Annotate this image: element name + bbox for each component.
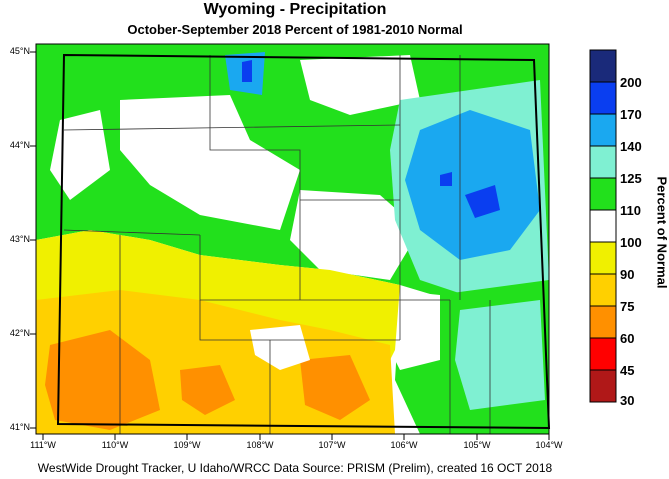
- orange-south-patch: [300, 355, 370, 420]
- colorbar-label-170: 170: [620, 107, 642, 122]
- lon-label-105: 105°W: [463, 440, 491, 450]
- map-subtitle: October-September 2018 Percent of 1981-2…: [127, 22, 463, 37]
- colorbar-swatch: [589, 241, 617, 275]
- white-northeast-patch: [300, 55, 420, 115]
- orange-center-patch: [180, 365, 235, 415]
- colorbar-swatch: [589, 305, 617, 339]
- colorbar-swatch: [589, 177, 617, 211]
- blue-spot-east2: [440, 172, 452, 186]
- lat-label-44: 44°N: [9, 140, 30, 150]
- colorbar-label-45: 45: [620, 363, 635, 378]
- colorbar-swatch: [589, 113, 617, 147]
- blue-spot-north: [242, 60, 252, 82]
- cyan-northeast-region: [405, 110, 540, 260]
- colorbar-label-75: 75: [620, 299, 635, 314]
- colorbar-label-30: 30: [620, 393, 635, 408]
- map-title: Wyoming - Precipitation: [203, 1, 387, 18]
- white-central-patch: [290, 190, 420, 280]
- colorbar-label-110: 110: [620, 203, 641, 218]
- colorbar-title: Percent of Normal: [654, 176, 669, 289]
- lat-label-43: 43°N: [9, 234, 30, 244]
- lon-ticks: [42, 434, 550, 440]
- white-west-patch: [50, 110, 110, 200]
- colorbar-swatch: [589, 49, 617, 83]
- plot-frame: [35, 43, 550, 435]
- lat-ticks: [30, 51, 36, 429]
- colorbar-label-100: 100: [620, 235, 642, 250]
- colorbar-swatch: [589, 369, 617, 403]
- orange-southwest-region: [45, 330, 160, 430]
- colorbar-swatch: [589, 209, 617, 243]
- colorbar: [589, 49, 617, 403]
- colorbar-swatch: [589, 145, 617, 179]
- teal-southeast-patch: [455, 300, 545, 410]
- colorbar-swatch: [589, 337, 617, 371]
- colorbar-swatch: [589, 81, 617, 115]
- lat-label-41: 41°N: [9, 422, 30, 432]
- colorbar-label-125: 125: [620, 171, 642, 186]
- lon-label-107: 107°W: [318, 440, 346, 450]
- lon-label-110: 110°W: [101, 440, 129, 450]
- lon-label-108: 108°W: [246, 440, 274, 450]
- white-southwest-patch: [250, 325, 310, 370]
- county-boundaries: [63, 55, 491, 434]
- colorbar-label-90: 90: [620, 267, 635, 282]
- lon-label-106: 106°W: [390, 440, 418, 450]
- lon-label-104: 104°W: [535, 440, 563, 450]
- colorbar-swatch: [589, 273, 617, 307]
- lon-label-111: 111°W: [30, 440, 56, 450]
- colorbar-label-60: 60: [620, 331, 635, 346]
- lat-label-42: 42°N: [9, 328, 30, 338]
- colorbar-label-200: 200: [620, 75, 642, 90]
- precip-field: [36, 44, 549, 434]
- lon-label-109: 109°W: [173, 440, 201, 450]
- colorbar-label-140: 140: [620, 139, 642, 154]
- lat-label-45: 45°N: [9, 46, 30, 56]
- map-footer: WestWide Drought Tracker, U Idaho/WRCC D…: [37, 461, 553, 475]
- blue-spot-east: [465, 185, 500, 218]
